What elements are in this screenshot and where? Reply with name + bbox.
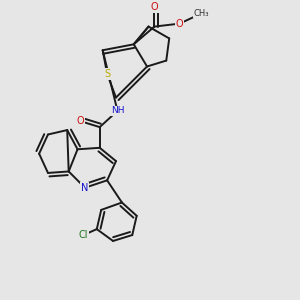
Text: O: O xyxy=(151,2,158,12)
Text: CH₃: CH₃ xyxy=(194,9,209,18)
Text: NH: NH xyxy=(111,106,124,115)
Text: O: O xyxy=(77,116,84,126)
Text: Cl: Cl xyxy=(79,230,88,240)
Text: O: O xyxy=(176,19,183,28)
Text: N: N xyxy=(81,183,88,193)
Text: S: S xyxy=(104,69,110,79)
